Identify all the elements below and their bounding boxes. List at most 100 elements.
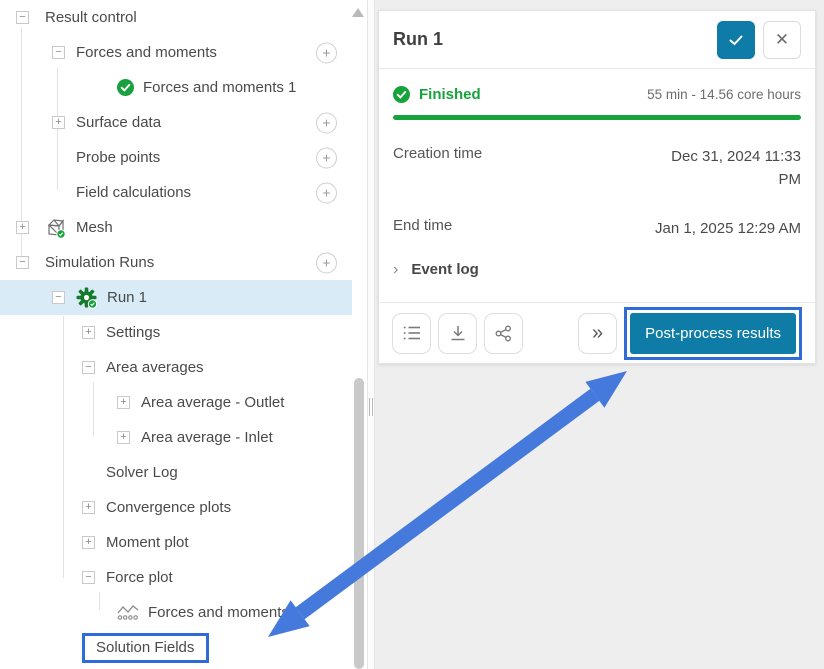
tree-item-surface-data[interactable]: + Surface data +	[0, 105, 352, 140]
tree-item-convergence-plots[interactable]: + Convergence plots	[0, 490, 352, 525]
add-item-button[interactable]: +	[316, 112, 337, 133]
tree-item-result-control[interactable]: − Result control	[0, 0, 352, 35]
expand-toggle-icon[interactable]: +	[52, 116, 65, 129]
creation-time-value: Dec 31, 2024 11:33 PM	[671, 148, 801, 189]
tree-connector-line	[57, 68, 58, 190]
tree-item-moment-plot[interactable]: + Moment plot	[0, 525, 352, 560]
add-item-button[interactable]: +	[316, 252, 337, 273]
post-process-results-button[interactable]: Post-process results	[630, 312, 796, 354]
tree-item-mesh[interactable]: + Mesh	[0, 210, 352, 245]
tree-item-label: Area average - Inlet	[141, 429, 273, 446]
status-row: Finished 55 min - 14.56 core hours	[393, 86, 801, 103]
tree-scrollbar-thumb[interactable]	[354, 378, 364, 669]
expand-toggle-icon[interactable]: +	[16, 221, 29, 234]
progress-bar	[393, 115, 801, 120]
tree-item-label: Run 1	[107, 289, 148, 306]
download-button[interactable]	[438, 312, 477, 354]
tree-item-area-average-outlet[interactable]: + Area average - Outlet	[0, 385, 352, 420]
tree-item-force-plot[interactable]: − Force plot	[0, 560, 352, 595]
tree-item-label: Solver Log	[106, 464, 178, 481]
run-card-toolbar: » Post-process results	[379, 302, 815, 363]
tree-connector-line	[93, 382, 94, 436]
tree-item-forces-and-moments-1[interactable]: Forces and moments 1	[0, 595, 352, 630]
collapse-toggle-icon[interactable]: −	[16, 256, 29, 269]
tree-item-label: Simulation Runs	[45, 254, 155, 271]
run-duration-text: 55 min - 14.56 core hours	[647, 87, 801, 102]
run-details-card: Run 1 ✕ Finished 55 min - 14.56 core hou…	[378, 10, 816, 364]
splitter-handle-icon[interactable]	[369, 398, 373, 416]
gear-icon	[76, 287, 98, 309]
expand-toggle-icon[interactable]: +	[82, 501, 95, 514]
close-button[interactable]: ✕	[763, 20, 801, 59]
tree-item-label: Mesh	[76, 219, 113, 236]
status-label: Finished	[419, 86, 481, 103]
collapse-toggle-icon[interactable]: −	[82, 571, 95, 584]
download-icon	[450, 325, 466, 342]
tree-item-label: Forces and moments 1	[148, 604, 302, 621]
tree-connector-line	[21, 28, 22, 258]
share-button[interactable]	[484, 312, 523, 354]
collapse-toggle-icon[interactable]: −	[52, 291, 65, 304]
collapse-toggle-icon[interactable]: −	[52, 46, 65, 59]
expand-toggle-icon[interactable]: +	[82, 326, 95, 339]
tree-scrollbar-up-icon[interactable]	[352, 8, 364, 17]
tree-item-label: Convergence plots	[106, 499, 232, 516]
tree-item-probe-points[interactable]: Probe points +	[0, 140, 352, 175]
event-log-label: Event log	[411, 261, 479, 279]
tree-item-field-calculations[interactable]: Field calculations +	[0, 175, 352, 210]
close-icon: ✕	[774, 29, 790, 49]
tree-item-solution-fields[interactable]: Solution Fields	[0, 630, 352, 665]
status-check-icon	[393, 86, 410, 103]
run-title: Run 1	[393, 29, 444, 49]
check-circle-icon	[117, 79, 134, 96]
creation-time-label: Creation time	[393, 145, 483, 162]
tree-item-forces-and-moments-1[interactable]: Forces and moments 1	[0, 70, 352, 105]
event-list-button[interactable]	[392, 312, 431, 354]
tree-item-label: Forces and moments	[76, 44, 217, 61]
expand-toggle-icon[interactable]: +	[82, 536, 95, 549]
tree-connector-line	[63, 316, 64, 578]
end-time-row: End time Jan 1, 2025 12:29 AM	[393, 217, 801, 240]
end-time-value: Jan 1, 2025 12:29 AM	[655, 219, 801, 237]
event-log-toggle[interactable]: › Event log	[393, 261, 801, 279]
toggle-spacer	[82, 466, 106, 479]
tree-item-label: Result control	[45, 9, 137, 26]
tree-item-label: Area averages	[106, 359, 204, 376]
checkmark-icon	[727, 31, 745, 49]
panel-splitter[interactable]	[367, 0, 375, 669]
tree-item-settings[interactable]: + Settings	[0, 315, 352, 350]
tree-item-label: Probe points	[76, 149, 161, 166]
collapse-toggle-icon[interactable]: −	[16, 11, 29, 24]
list-icon	[403, 325, 421, 341]
add-item-button[interactable]: +	[316, 182, 337, 203]
chart-icon	[117, 604, 139, 621]
tree-item-simulation-runs[interactable]: − Simulation Runs +	[0, 245, 352, 280]
expand-toggle-icon[interactable]: +	[117, 396, 130, 409]
tree-item-solver-log[interactable]: Solver Log	[0, 455, 352, 490]
tree-item-label: Field calculations	[76, 184, 192, 201]
tree-item-label: Moment plot	[106, 534, 189, 551]
tree-item-forces-and-moments[interactable]: − Forces and moments +	[0, 35, 352, 70]
collapse-toggle-icon[interactable]: −	[82, 361, 95, 374]
run-card-header: Run 1 ✕	[379, 11, 815, 69]
double-chevron-right-icon: »	[592, 322, 604, 344]
creation-time-row: Creation time Dec 31, 2024 11:33 PM	[393, 145, 801, 192]
post-process-highlight-outline: Post-process results	[624, 306, 802, 360]
tree-connector-line	[99, 592, 100, 610]
add-item-button[interactable]: +	[316, 42, 337, 63]
simulation-tree-panel: − Result control − Forces and moments + Force…	[0, 0, 368, 669]
more-actions-button[interactable]: »	[578, 312, 618, 354]
toggle-spacer	[52, 186, 76, 199]
expand-toggle-icon[interactable]: +	[117, 431, 130, 444]
tree-item-label: Force plot	[106, 569, 173, 586]
end-time-label: End time	[393, 216, 453, 234]
tree-item-run-1[interactable]: − Run 1	[0, 280, 352, 315]
add-item-button[interactable]: +	[316, 147, 337, 168]
confirm-button[interactable]	[717, 20, 755, 59]
run-card-body: Finished 55 min - 14.56 core hours Creat…	[379, 69, 815, 279]
solution-fields-highlight-label: Solution Fields	[82, 632, 210, 663]
tree-item-area-average-inlet[interactable]: + Area average - Inlet	[0, 420, 352, 455]
tree-item-area-averages[interactable]: − Area averages	[0, 350, 352, 385]
share-icon	[495, 325, 512, 342]
